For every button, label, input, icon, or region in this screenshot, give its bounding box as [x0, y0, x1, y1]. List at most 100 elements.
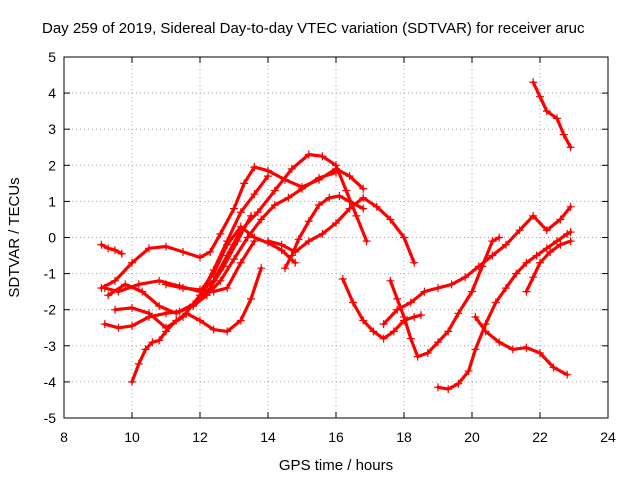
data-point — [532, 251, 541, 260]
data-point — [155, 302, 164, 311]
data-point — [182, 309, 191, 318]
y-tick-label: 3 — [48, 121, 56, 137]
data-point — [155, 336, 164, 345]
y-axis-label: SDTVAR / TECUs — [6, 177, 23, 297]
data-point — [230, 255, 238, 264]
data-point — [128, 321, 136, 330]
data-point — [219, 262, 228, 271]
data-point — [257, 215, 266, 224]
series-line — [524, 239, 573, 294]
data-point — [345, 197, 354, 206]
y-tick-label: -3 — [44, 338, 57, 354]
data-point — [556, 215, 565, 224]
data-point — [529, 273, 538, 282]
data-series-layer — [97, 78, 575, 394]
data-point — [277, 240, 286, 249]
data-point — [536, 92, 544, 101]
data-point — [111, 305, 119, 314]
data-point — [502, 240, 510, 249]
series-line — [106, 214, 253, 315]
data-point — [512, 269, 521, 278]
y-tick-label: 1 — [48, 193, 56, 209]
data-point — [250, 163, 259, 172]
data-point — [491, 298, 500, 307]
data-point — [349, 298, 357, 307]
x-tick-label: 24 — [600, 429, 616, 445]
data-point — [338, 275, 347, 284]
data-point — [104, 244, 113, 253]
data-point — [508, 345, 517, 354]
data-point — [216, 276, 225, 285]
data-point — [134, 359, 143, 368]
data-point — [454, 309, 463, 318]
data-point — [549, 363, 558, 372]
data-point — [304, 237, 313, 246]
x-tick-label: 12 — [192, 429, 208, 445]
data-point — [121, 280, 130, 289]
series-line — [473, 315, 569, 377]
data-point — [104, 291, 113, 300]
series-line — [99, 165, 256, 290]
data-point — [444, 327, 453, 336]
data-point — [342, 186, 351, 195]
data-point — [128, 258, 136, 267]
data-point — [315, 201, 323, 210]
data-point — [345, 172, 354, 181]
data-point — [423, 349, 432, 358]
series-line — [382, 205, 573, 326]
data-point — [294, 235, 303, 244]
series-arc-12 — [128, 264, 266, 386]
data-point — [447, 280, 456, 289]
data-point — [502, 284, 510, 293]
data-point — [325, 193, 334, 202]
data-point — [369, 327, 378, 336]
data-point — [352, 211, 361, 220]
data-point — [298, 184, 306, 193]
x-tick-label: 16 — [328, 429, 344, 445]
data-point — [206, 247, 215, 256]
data-point — [563, 229, 572, 238]
y-tick-label: -1 — [44, 266, 57, 282]
data-point — [563, 370, 572, 379]
data-point — [114, 323, 123, 332]
x-axis-label: GPS time / hours — [279, 457, 393, 474]
data-point — [111, 246, 119, 255]
data-point — [223, 240, 232, 249]
data-point — [406, 298, 415, 307]
series-arc-13 — [338, 275, 425, 343]
series-arc-17 — [471, 312, 572, 379]
x-tick-label: 10 — [124, 429, 140, 445]
data-point — [209, 269, 218, 278]
data-point — [434, 338, 442, 347]
data-point — [566, 237, 575, 246]
x-tick-label: 22 — [532, 429, 548, 445]
data-point — [291, 258, 300, 267]
data-point — [304, 150, 313, 159]
data-point — [287, 251, 296, 260]
data-point — [417, 311, 425, 320]
data-point — [481, 327, 490, 336]
data-point — [332, 168, 340, 177]
series-arc-16 — [434, 228, 575, 394]
data-point — [379, 334, 388, 343]
data-point — [400, 312, 408, 321]
data-point — [257, 264, 266, 273]
data-point — [134, 280, 143, 289]
data-point — [406, 334, 415, 343]
data-point — [542, 244, 551, 253]
data-point — [230, 204, 238, 213]
data-point — [281, 264, 289, 273]
data-point — [304, 217, 313, 226]
data-point — [172, 309, 181, 318]
data-point — [471, 312, 480, 321]
x-tick-label: 14 — [260, 429, 276, 445]
data-point — [542, 226, 551, 235]
data-point — [145, 309, 153, 318]
data-point — [243, 233, 252, 242]
y-tick-label: -5 — [44, 410, 57, 426]
data-point — [209, 325, 218, 334]
data-point — [172, 316, 181, 325]
data-point — [162, 280, 170, 289]
grid-lines — [64, 57, 608, 418]
